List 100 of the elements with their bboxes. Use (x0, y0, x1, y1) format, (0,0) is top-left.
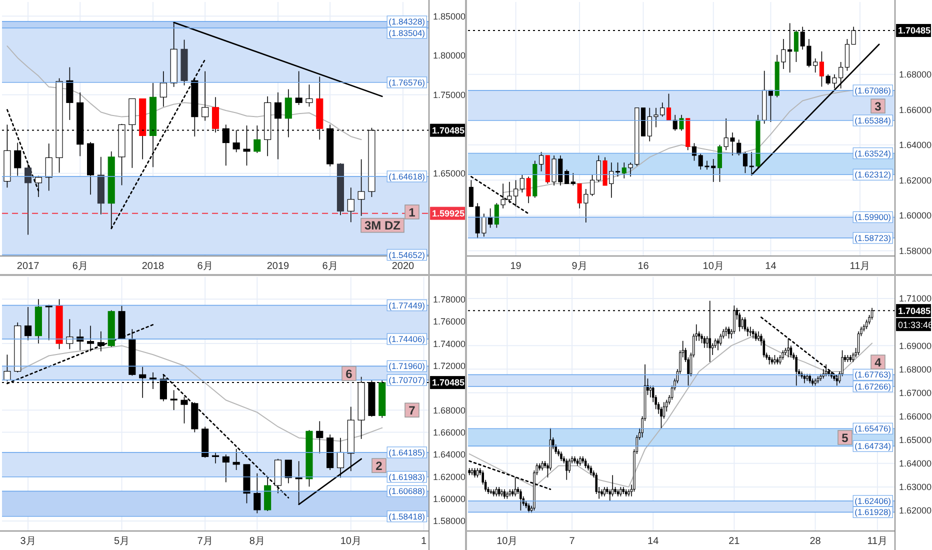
y-tick-label: 1.78000 (433, 294, 466, 304)
annotation: 2 (372, 458, 386, 473)
annotation: 1 (408, 205, 416, 220)
x-tick-label: 9月 (572, 261, 588, 272)
ref-line-label: (1.63524) (854, 148, 892, 158)
ref-line-label: 1.70485 (898, 26, 931, 36)
x-tick-label: 7 (569, 536, 576, 547)
annotation: 5 (838, 430, 852, 445)
y-tick-label: 1.66000 (899, 411, 932, 422)
x-tick-label: 3月 (20, 536, 36, 547)
ref-line-label: (1.61928) (854, 507, 892, 518)
annotation: 2 (376, 458, 383, 473)
annotation: 3 (874, 99, 882, 114)
y-tick-label: 1.62000 (899, 506, 932, 516)
x-tick-label: 14 (648, 536, 660, 547)
y-tick-label: 1.58000 (433, 516, 466, 526)
annotation: 4 (874, 355, 882, 370)
x-tick-label: 2018 (142, 261, 165, 272)
ref-line-label: 1.59925 (432, 208, 465, 219)
y-tick-label: 1.68000 (433, 405, 466, 416)
y-tick-label: 1.65000 (899, 435, 932, 446)
y-tick-label: 1.64000 (433, 450, 466, 460)
ref-line-label: (1.67266) (854, 381, 892, 392)
x-tick-label: 10月 (702, 261, 724, 272)
y-tick-label: 1.66000 (433, 427, 466, 438)
ref-line-label: (1.83504) (388, 28, 426, 38)
y-tick-label: 1.68000 (899, 364, 932, 374)
x-tick-label: 16 (638, 261, 650, 272)
y-tick-label: 1.62000 (433, 472, 466, 482)
annotation: 3M DZ (364, 218, 400, 233)
ref-line-label: 1.70485 (432, 378, 465, 388)
ref-line-label: (1.62406) (854, 496, 892, 506)
ref-line-label: (1.62312) (854, 170, 892, 180)
x-tick-label: 7月 (197, 536, 213, 547)
y-tick-label: 1.66000 (899, 104, 932, 115)
ref-line-label: (1.71960) (388, 361, 426, 372)
y-tick-label: 1.80000 (433, 50, 466, 61)
ref-line-label: (1.54652) (388, 250, 426, 260)
ref-line-label: (1.76576) (388, 77, 426, 88)
x-tick-label: 5月 (114, 536, 130, 547)
ref-line-label: (1.58418) (388, 511, 426, 522)
ref-line-label: (1.65476) (854, 424, 892, 434)
y-tick-label: 1.63000 (899, 482, 932, 492)
ref-line-label: (1.59900) (854, 212, 892, 222)
y-tick-label: 1.72000 (433, 360, 466, 371)
annotation: 4 (870, 354, 886, 370)
ref-line-label: (1.77449) (388, 300, 426, 310)
ref-line-label: 1.70485 (898, 306, 931, 316)
ref-line-label: (1.84328) (388, 16, 426, 26)
ref-line-label: (1.74406) (388, 334, 426, 344)
x-tick-label: 21 (728, 536, 740, 547)
ref-line-label: (1.70707) (388, 375, 426, 386)
x-tick-label: 2017 (16, 261, 40, 272)
annotation: 3M DZ (360, 218, 404, 233)
x-tick-label: 2020 (392, 261, 415, 272)
y-tick-label: 1.65000 (433, 168, 466, 179)
x-tick-label: 6月 (197, 261, 213, 272)
annotation: 6 (346, 366, 353, 381)
ref-line-label: (1.67763) (854, 370, 892, 380)
x-tick-label: 1 (421, 536, 428, 547)
x-tick-label: 2019 (266, 261, 290, 272)
ref-line-label: (1.64734) (854, 441, 892, 452)
ref-line-label: (1.65384) (854, 115, 892, 126)
ref-line-label: (1.64618) (388, 171, 426, 182)
annotation: 7 (408, 403, 416, 418)
y-tick-label: 1.75000 (433, 90, 466, 100)
annotation: 6 (342, 366, 356, 381)
annotation: 7 (404, 402, 420, 418)
ref-line-label: (1.60688) (388, 486, 426, 496)
x-tick-label: 19 (510, 261, 522, 272)
x-tick-label: 28 (810, 536, 822, 547)
y-tick-label: 1.67000 (899, 388, 932, 398)
y-tick-label: 1.71000 (899, 294, 932, 304)
x-tick-label: 8月 (249, 536, 265, 547)
x-tick-label: 10月 (496, 536, 518, 547)
x-tick-label: 10月 (340, 536, 362, 547)
ref-line-label: (1.64185) (388, 447, 426, 458)
x-tick-label: 11月 (850, 261, 870, 272)
y-tick-label: 1.62000 (899, 175, 932, 186)
y-tick-label: 1.74000 (433, 338, 466, 349)
y-tick-label: 1.58000 (899, 246, 932, 256)
annotation: 1 (404, 204, 420, 220)
y-tick-label: 1.60000 (899, 210, 932, 221)
x-tick-label: 6月 (72, 261, 88, 272)
x-tick-label: 14 (765, 261, 777, 272)
ref-line-label: (1.58723) (854, 232, 892, 243)
y-tick-label: 1.64000 (899, 140, 932, 150)
y-tick-label: 1.85000 (433, 11, 466, 22)
ref-line-label: 1.70485 (432, 126, 465, 136)
y-tick-label: 1.64000 (899, 458, 932, 469)
annotation: 3 (870, 98, 886, 114)
x-tick-label: 11月 (867, 536, 888, 547)
y-tick-label: 1.60000 (433, 494, 466, 504)
ref-line-label: (1.67086) (854, 85, 892, 96)
y-tick-label: 1.68000 (899, 70, 932, 80)
annotation: 5 (842, 430, 849, 445)
y-tick-label: 1.69000 (899, 340, 932, 351)
y-tick-label: 1.76000 (433, 316, 466, 327)
x-tick-label: 6月 (322, 261, 338, 272)
ref-line-label: (1.61983) (388, 472, 426, 482)
